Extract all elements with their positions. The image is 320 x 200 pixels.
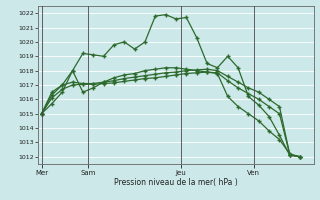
X-axis label: Pression niveau de la mer( hPa ): Pression niveau de la mer( hPa )	[114, 178, 238, 187]
